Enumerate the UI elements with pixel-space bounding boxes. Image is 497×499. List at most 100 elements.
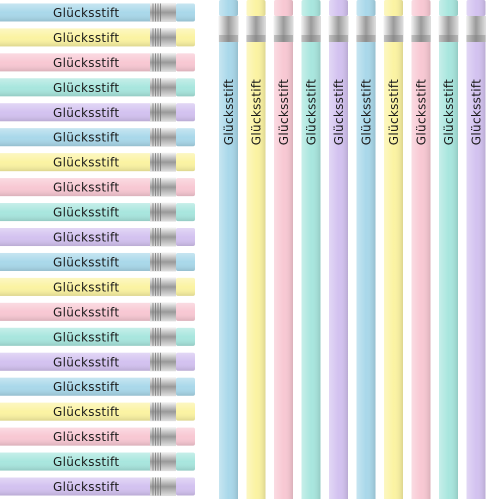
pencil-label: Glücksstift xyxy=(53,31,119,45)
pencil-label: Glücksstift xyxy=(53,106,119,120)
pencil-shade xyxy=(301,42,321,499)
horizontal-pencil: Glücksstift xyxy=(0,452,195,472)
pencil-shade xyxy=(0,128,150,147)
horizontal-pencil: Glücksstift xyxy=(0,202,195,222)
pencil-label: Glücksstift xyxy=(53,480,119,494)
vertical-pencil: Glücksstift xyxy=(273,0,294,499)
pencil-label: Glücksstift xyxy=(415,79,429,145)
eraser-shade xyxy=(176,302,195,321)
horizontal-pencil: Glücksstift xyxy=(0,277,195,297)
eraser-shade xyxy=(384,0,403,16)
horizontal-pencil: Glücksstift xyxy=(0,27,195,47)
pencil-label: Glücksstift xyxy=(222,79,236,145)
pencil-shade xyxy=(0,178,150,197)
ferrule xyxy=(150,452,176,472)
ferrule xyxy=(150,302,176,322)
horizontal-pencil: Glücksstift xyxy=(0,302,195,322)
horizontal-pencil: Glücksstift xyxy=(0,352,195,372)
horizontal-pencil: Glücksstift xyxy=(0,52,195,72)
pencil-shade xyxy=(0,153,150,172)
eraser-shade xyxy=(176,377,195,396)
eraser-shade xyxy=(176,28,195,47)
pencil-shade xyxy=(0,352,150,371)
pencil-shade xyxy=(0,103,150,122)
eraser-shade xyxy=(176,153,195,172)
pencil-label: Glücksstift xyxy=(53,405,119,419)
pencil-shade xyxy=(0,28,150,47)
vertical-pencil: Glücksstift xyxy=(383,0,404,499)
horizontal-pencil: Glücksstift xyxy=(0,327,195,347)
pencil-label: Glücksstift xyxy=(53,380,119,394)
ferrule xyxy=(150,202,176,222)
ferrule xyxy=(150,27,176,47)
eraser-shade xyxy=(176,427,195,446)
pencil-shade xyxy=(219,42,238,499)
eraser-shade xyxy=(356,0,376,16)
eraser-shade xyxy=(176,352,195,371)
eraser-shade xyxy=(176,78,195,97)
pencil-label: Glücksstift xyxy=(277,79,291,145)
eraser-shade xyxy=(246,0,266,16)
ferrule xyxy=(150,52,176,72)
pencil-label: Glücksstift xyxy=(387,79,401,145)
pencil-shade xyxy=(0,252,150,271)
horizontal-pencil: Glücksstift xyxy=(0,227,195,247)
eraser-shade xyxy=(219,0,238,16)
ferrule xyxy=(150,252,176,272)
pencil-label: Glücksstift xyxy=(53,355,119,369)
pencil-label: Glücksstift xyxy=(53,430,119,444)
vertical-pencil: Glücksstift xyxy=(411,0,431,499)
pencil-shade xyxy=(0,377,150,396)
ferrule xyxy=(301,16,321,42)
eraser-shade xyxy=(411,0,431,16)
pencil-shade xyxy=(384,42,403,499)
vertical-pencil: Glücksstift xyxy=(246,0,266,499)
pencil-label: Glücksstift xyxy=(250,79,264,145)
ferrule xyxy=(466,16,486,42)
horizontal-pencil: Glücksstift xyxy=(0,177,195,197)
eraser-shade xyxy=(176,402,195,421)
pencil-label: Glücksstift xyxy=(53,131,119,145)
eraser-shade xyxy=(466,0,486,16)
pencil-shade xyxy=(0,277,150,296)
pencil-label: Glücksstift xyxy=(53,56,119,70)
pencil-shade xyxy=(466,42,486,499)
horizontal-pencil: Glücksstift xyxy=(0,477,195,497)
eraser-shade xyxy=(439,0,458,16)
vertical-pencil: Glücksstift xyxy=(438,0,459,499)
pencil-shade xyxy=(0,452,150,471)
eraser-shade xyxy=(176,203,195,222)
eraser-shade xyxy=(176,252,195,271)
pencil-label: Glücksstift xyxy=(53,6,119,20)
pencil-shade xyxy=(356,42,376,499)
horizontal-pencil: Glücksstift xyxy=(0,427,195,447)
ferrule xyxy=(150,152,176,172)
pencil-label: Glücksstift xyxy=(53,255,119,269)
eraser-shade xyxy=(176,103,195,122)
pencil-label: Glücksstift xyxy=(360,79,374,145)
pencil-shade xyxy=(0,3,150,22)
horizontal-pencil: Glücksstift xyxy=(0,377,195,397)
eraser-shade xyxy=(176,3,195,22)
eraser-shade xyxy=(176,53,195,72)
pencil-shade xyxy=(0,427,150,446)
horizontal-pencil: Glücksstift xyxy=(0,2,195,22)
ferrule xyxy=(150,77,176,97)
eraser-shade xyxy=(274,0,293,16)
pencil-shade xyxy=(0,228,150,247)
ferrule xyxy=(356,16,376,42)
pencil-label: Glücksstift xyxy=(53,206,119,220)
eraser-shade xyxy=(176,277,195,296)
pencil-label: Glücksstift xyxy=(53,280,119,294)
pencil-label: Glücksstift xyxy=(53,231,119,245)
eraser-shade xyxy=(176,128,195,147)
horizontal-pencil: Glücksstift xyxy=(0,77,195,97)
horizontal-pencil: Glücksstift xyxy=(0,127,195,147)
ferrule xyxy=(150,377,176,397)
vertical-pencil: Glücksstift xyxy=(466,0,486,499)
pencil-shade xyxy=(0,53,150,72)
ferrule xyxy=(150,102,176,122)
vertical-pencil: Glücksstift xyxy=(356,0,376,499)
pencil-label: Glücksstift xyxy=(470,79,484,145)
pencil-shade xyxy=(0,327,150,346)
